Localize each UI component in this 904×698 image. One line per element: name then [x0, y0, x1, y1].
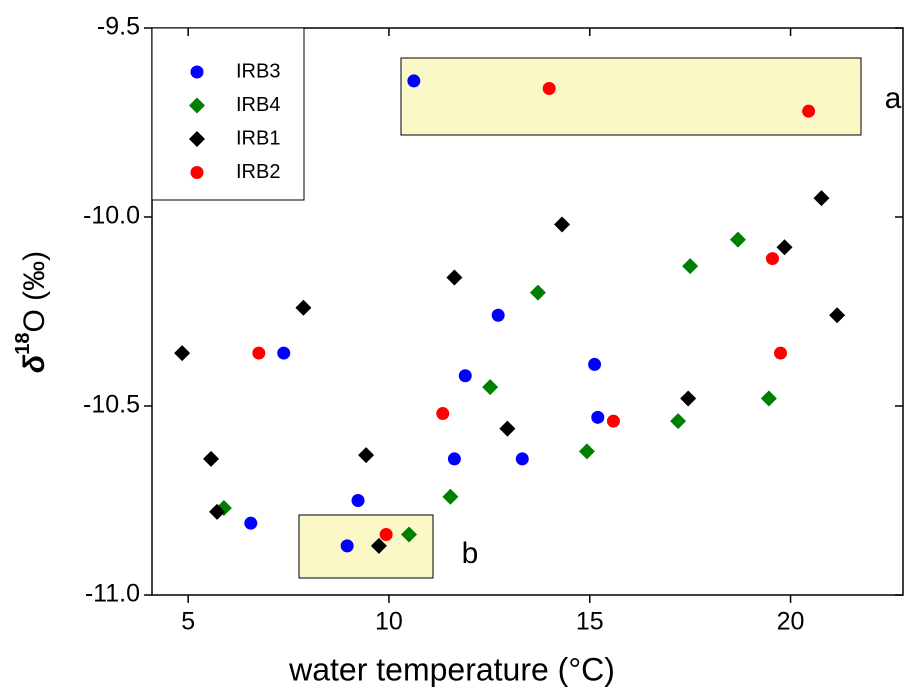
annotation: a	[885, 82, 902, 115]
legend-marker	[190, 65, 204, 79]
data-point	[436, 407, 450, 421]
data-point	[407, 74, 421, 88]
data-point	[515, 452, 529, 466]
legend-label: IRB3	[236, 60, 280, 82]
data-point	[765, 252, 779, 266]
data-point	[340, 539, 354, 553]
data-point	[813, 190, 830, 207]
data-point	[499, 420, 516, 437]
data-point	[554, 216, 571, 233]
highlight-box-a	[400, 57, 862, 136]
data-point	[277, 346, 291, 360]
y-tick-label: -10.0	[83, 202, 140, 230]
x-axis-label: water temperature (°C)	[288, 651, 615, 687]
y-label-symbol: δ	[18, 354, 51, 373]
data-point	[458, 369, 472, 383]
data-point	[447, 452, 461, 466]
annotation: b	[462, 537, 479, 570]
data-point	[829, 307, 846, 324]
data-point	[370, 537, 387, 554]
data-point	[682, 258, 699, 275]
data-point	[670, 413, 687, 430]
x-tick-label: 5	[181, 608, 195, 636]
data-point	[491, 308, 505, 322]
data-point	[174, 345, 191, 362]
x-tick-label: 15	[576, 608, 604, 636]
data-point	[729, 231, 746, 248]
data-point	[358, 447, 375, 464]
y-label-text: O (‰)	[18, 251, 51, 333]
data-point	[442, 488, 459, 505]
data-point	[209, 503, 226, 520]
legend-marker	[190, 166, 204, 179]
legend-label: IRB4	[236, 94, 280, 116]
data-point	[776, 239, 793, 256]
data-point	[482, 379, 499, 396]
data-point	[591, 410, 605, 424]
data-point	[446, 269, 463, 286]
data-point	[401, 526, 418, 543]
x-tick-label: 20	[777, 608, 805, 636]
y-tick-label: -9.5	[97, 13, 140, 41]
y-axis-label: δ18O (‰)	[12, 251, 51, 373]
data-point	[606, 414, 620, 428]
legend-box	[151, 27, 305, 201]
data-point	[774, 346, 788, 360]
data-point	[588, 357, 602, 371]
legend-label: IRB1	[236, 127, 280, 149]
data-point	[529, 284, 546, 301]
data-point	[802, 104, 816, 118]
legend-label: IRB2	[236, 161, 280, 183]
data-point	[203, 450, 220, 467]
y-label-superscript: 18	[12, 333, 34, 355]
legend-marker	[189, 131, 205, 147]
data-point	[578, 443, 595, 460]
data-point	[542, 81, 556, 95]
data-point	[244, 516, 258, 530]
data-point	[295, 299, 312, 316]
y-tick-label: -11.0	[85, 580, 140, 608]
data-point	[351, 494, 365, 507]
data-point	[252, 346, 266, 360]
legend-marker	[189, 97, 205, 114]
plot-frame	[151, 27, 904, 596]
data-point	[379, 528, 393, 542]
x-tick-label: 10	[375, 608, 403, 636]
data-point	[680, 390, 697, 407]
y-tick-label: -10.5	[83, 391, 140, 419]
data-point	[760, 390, 777, 407]
highlight-box-b	[298, 514, 434, 579]
